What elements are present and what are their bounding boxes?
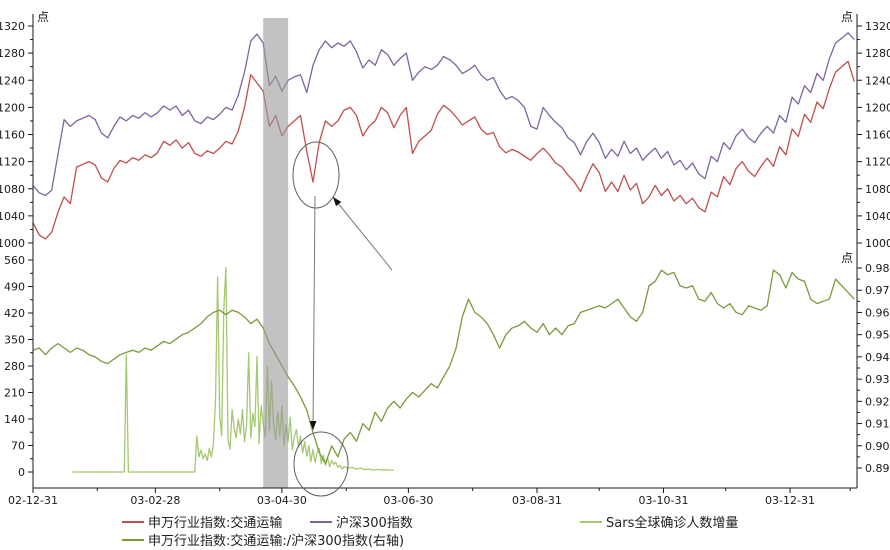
legend-item-ratio-right-axis[interactable]: 申万行业指数:交通运输:/沪深300指数(右轴) bbox=[122, 530, 404, 549]
y-tick-label: 1240 bbox=[865, 74, 890, 87]
y-tick-label: 0.96 bbox=[865, 306, 890, 319]
x-tick-label: 03-06-30 bbox=[383, 494, 433, 507]
series-line-1 bbox=[32, 32, 855, 197]
legend-swatch-red bbox=[122, 520, 144, 523]
x-tick-label: 03-02-28 bbox=[130, 494, 180, 507]
legend-label: Sars全球确诊人数增量 bbox=[606, 516, 739, 531]
y-tick-label: 0 bbox=[18, 466, 25, 479]
y-tick-label: 0.89 bbox=[865, 462, 890, 475]
y-tick-label: 0.94 bbox=[865, 351, 890, 364]
y-tick-label: 0.91 bbox=[865, 418, 890, 431]
y-tick-label: 420 bbox=[4, 307, 25, 320]
y-tick-label: 1120 bbox=[865, 156, 890, 169]
right-axis-unit-label: 点 bbox=[841, 10, 853, 24]
y-tick-label: 210 bbox=[4, 387, 25, 400]
y-tick-label: 1080 bbox=[865, 183, 890, 196]
annotation-arrow-line-1 bbox=[312, 195, 316, 431]
legend-label: 申万行业指数:交通运输:/沪深300指数(右轴) bbox=[148, 534, 405, 549]
legend-item-sars-cases[interactable]: Sars全球确诊人数增量 bbox=[580, 512, 738, 531]
y-tick-label: 1160 bbox=[0, 129, 25, 142]
y-tick-label: 560 bbox=[4, 254, 25, 267]
y-tick-label: 1160 bbox=[865, 129, 890, 142]
x-tick-label: 03-08-31 bbox=[512, 494, 562, 507]
left-axis-unit-label: 点 bbox=[37, 10, 49, 24]
y-tick-label: 1320 bbox=[865, 20, 890, 33]
y-tick-label: 1280 bbox=[865, 47, 890, 60]
legend-swatch-olive bbox=[122, 538, 144, 541]
legend-label: 沪深300指数 bbox=[336, 516, 413, 531]
y-tick-label: 140 bbox=[4, 413, 25, 426]
y-tick-label: 490 bbox=[4, 281, 25, 294]
y-tick-label: 0.92 bbox=[865, 395, 890, 408]
annotation-arrow-head-1 bbox=[309, 420, 317, 430]
y-tick-label: 1120 bbox=[0, 156, 25, 169]
y-tick-label: 1280 bbox=[0, 47, 25, 60]
x-tick-label: 03-10-31 bbox=[639, 494, 689, 507]
y-tick-label: 1080 bbox=[0, 183, 25, 196]
y-tick-label: 70 bbox=[11, 440, 25, 453]
annotation-ellipse-bottom bbox=[293, 431, 349, 497]
y-tick-label: 1000 bbox=[865, 237, 890, 250]
x-tick-label: 02-12-31 bbox=[8, 494, 58, 507]
annotation-ellipse-top bbox=[292, 141, 340, 209]
legend-swatch-lightgreen bbox=[580, 520, 602, 523]
annotation-arrow-line-0 bbox=[332, 196, 393, 271]
y-tick-label: 1320 bbox=[0, 20, 25, 33]
annotation-arrow-head-0 bbox=[333, 197, 342, 207]
y-tick-label: 350 bbox=[4, 334, 25, 347]
y-tick-label: 0.95 bbox=[865, 329, 890, 342]
event-window-band bbox=[263, 18, 289, 488]
y-tick-label: 1240 bbox=[0, 74, 25, 87]
y-tick-label: 1040 bbox=[0, 210, 25, 223]
right-lower-axis-unit-label: 点 bbox=[841, 251, 853, 265]
series-line-3 bbox=[32, 269, 855, 465]
y-tick-label: 0.98 bbox=[865, 262, 890, 275]
y-tick-label: 280 bbox=[4, 360, 25, 373]
series-line-2 bbox=[72, 266, 394, 473]
legend-swatch-purple bbox=[310, 520, 332, 523]
legend-label: 申万行业指数:交通运输 bbox=[148, 516, 283, 531]
series-line-0 bbox=[32, 60, 855, 240]
x-tick-label: 03-04-30 bbox=[257, 494, 307, 507]
y-tick-label: 1200 bbox=[0, 101, 25, 114]
y-tick-label: 0.90 bbox=[865, 440, 890, 453]
y-tick-label: 0.97 bbox=[865, 284, 890, 297]
y-tick-label: 0.93 bbox=[865, 373, 890, 386]
y-tick-label: 1040 bbox=[865, 210, 890, 223]
y-tick-label: 1000 bbox=[0, 237, 25, 250]
x-tick-label: 03-12-31 bbox=[765, 494, 815, 507]
legend-item-csi300-index[interactable]: 沪深300指数 bbox=[310, 512, 413, 531]
legend-item-transport-index[interactable]: 申万行业指数:交通运输 bbox=[122, 512, 282, 531]
y-tick-label: 1200 bbox=[865, 101, 890, 114]
